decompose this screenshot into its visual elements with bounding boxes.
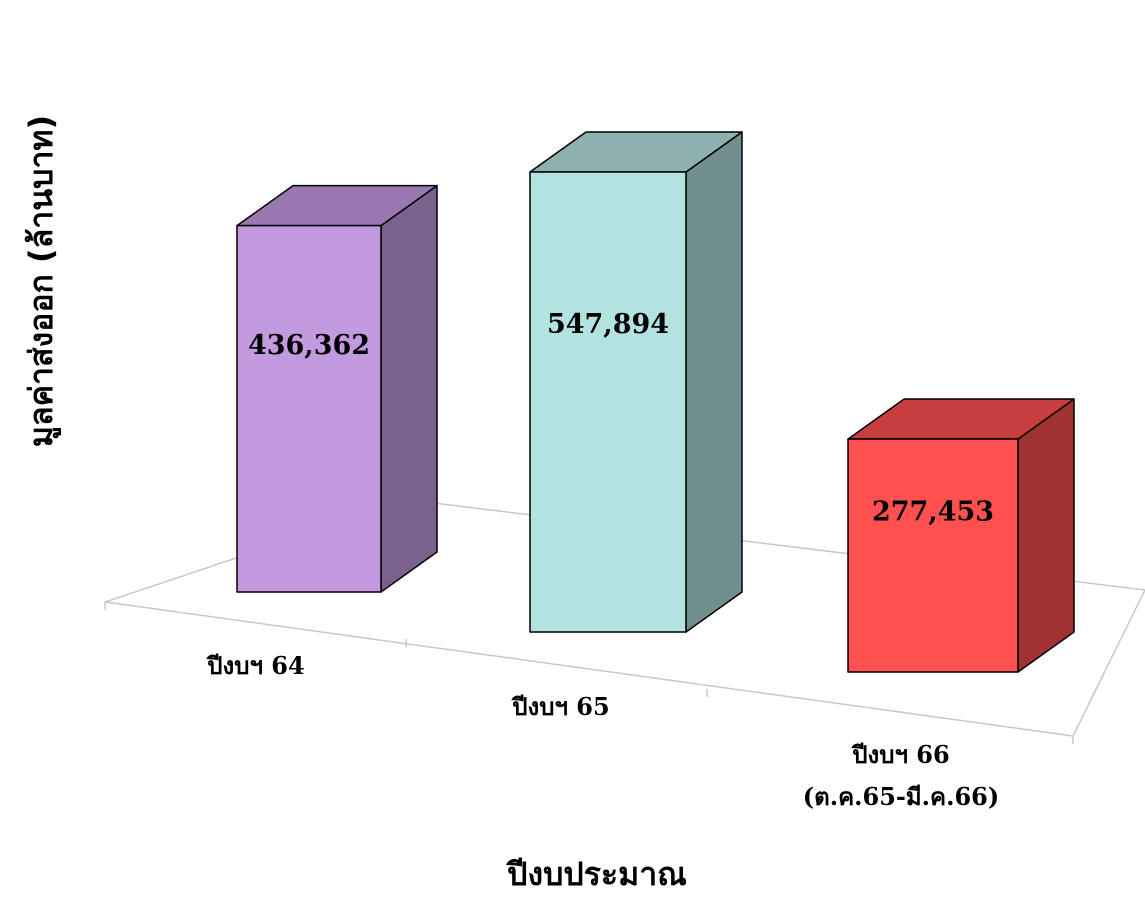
data-label: 436,362 xyxy=(248,330,370,361)
bar-side-face xyxy=(685,131,743,633)
x-axis-title: ปีงบประมาณ xyxy=(505,855,687,893)
bars-layer xyxy=(236,131,1075,673)
data-label: 277,453 xyxy=(872,497,994,528)
x-tick-label: ปีงบฯ 65 xyxy=(511,692,610,721)
bar xyxy=(529,131,743,633)
y-axis-title: มูลค่าส่งออก (ล้านบาท) xyxy=(22,115,62,447)
x-tick-label: ปีงบฯ 64 xyxy=(206,651,305,680)
x-tick-label: (ต.ค.65-มี.ค.66) xyxy=(803,782,999,811)
bar-front-face xyxy=(847,438,1019,673)
data-label: 547,894 xyxy=(547,309,669,340)
bar-front-face xyxy=(236,224,382,593)
bar xyxy=(236,184,438,593)
bar xyxy=(847,398,1075,673)
x-tick-label: ปีงบฯ 66 xyxy=(851,740,950,769)
labels-layer: 436,362 547,894 277,453 ปีงบฯ 64 ปีงบฯ 65 ปีง… xyxy=(206,309,999,811)
bar-side-face xyxy=(380,184,438,593)
bar-side-face xyxy=(1017,398,1075,673)
bar-front-face xyxy=(529,171,687,633)
